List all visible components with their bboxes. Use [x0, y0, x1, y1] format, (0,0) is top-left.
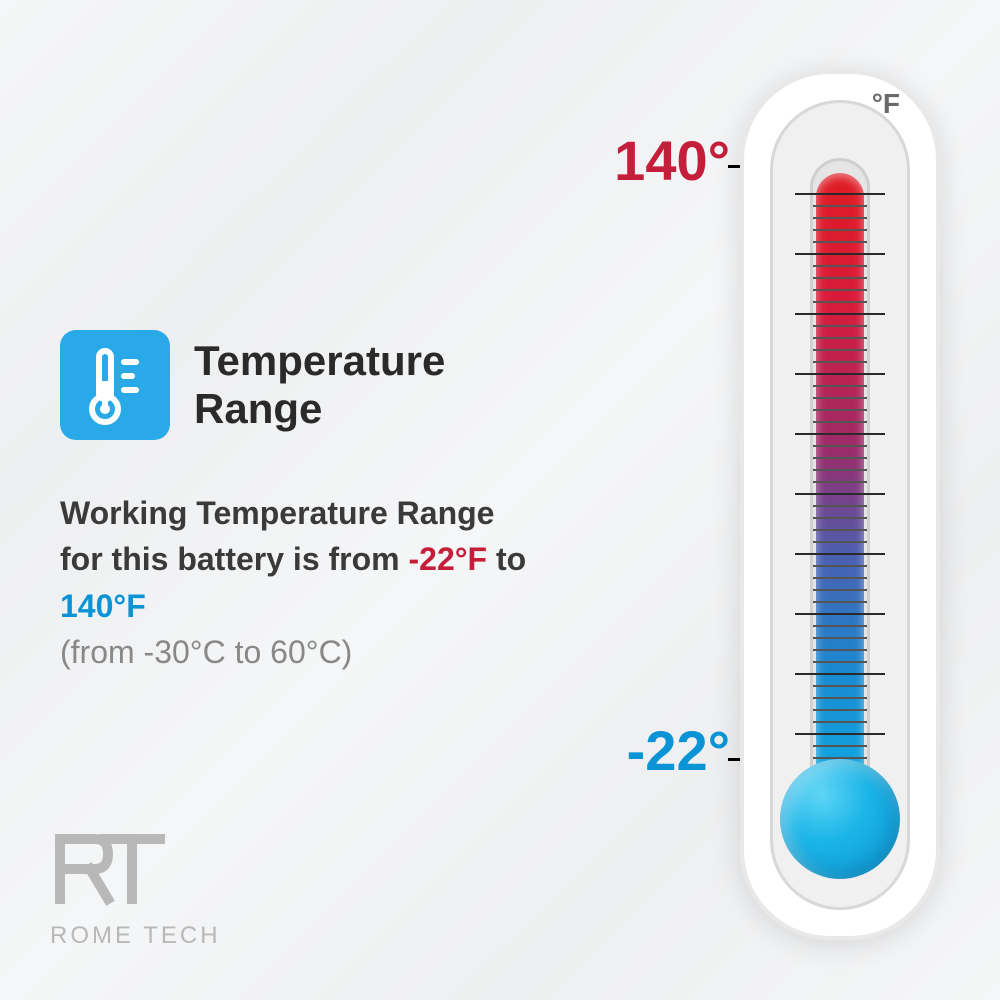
- thermometer-inner: [770, 100, 910, 910]
- desc-celsius: (from -30°C to 60°C): [60, 634, 352, 670]
- thermometer-ticks: [795, 193, 885, 793]
- thermometer: 140° -22° °F: [580, 70, 940, 950]
- description: Working Temperature Range for this batte…: [60, 490, 540, 676]
- desc-high: 140°F: [60, 588, 146, 624]
- desc-low: -22°F: [409, 541, 488, 577]
- title-line1: Temperature: [194, 337, 445, 384]
- infographic-container: Temperature Range Working Temperature Ra…: [0, 0, 1000, 1000]
- title-row: Temperature Range: [60, 330, 540, 440]
- brand-name: ROME TECH: [50, 922, 221, 950]
- thermometer-bulb: [780, 759, 900, 879]
- thermometer-icon: [60, 330, 170, 440]
- left-content: Temperature Range Working Temperature Ra…: [60, 330, 540, 676]
- brand-logo: ROME TECH: [50, 829, 221, 950]
- title-line2: Range: [194, 385, 322, 432]
- high-temp-label: 140°: [614, 128, 730, 193]
- thermometer-body: °F: [740, 70, 940, 940]
- desc-mid: to: [487, 541, 526, 577]
- low-temp-label: -22°: [627, 718, 730, 783]
- title-text: Temperature Range: [194, 337, 445, 434]
